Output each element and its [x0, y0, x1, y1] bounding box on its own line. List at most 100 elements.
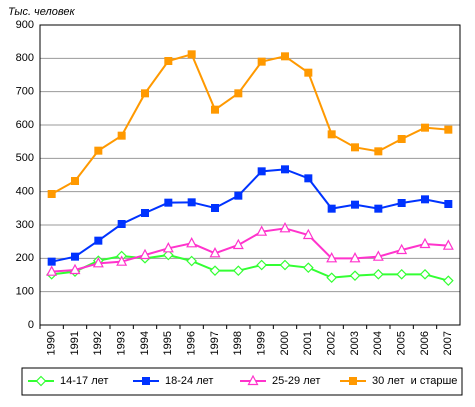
marker — [419, 237, 431, 249]
x-tick-label: 1990 — [46, 331, 58, 355]
marker — [35, 375, 47, 387]
marker — [46, 265, 58, 276]
marker — [372, 268, 384, 280]
marker — [397, 135, 406, 143]
marker — [419, 268, 431, 280]
marker — [442, 275, 454, 287]
marker — [257, 57, 266, 66]
marker — [141, 89, 149, 98]
marker — [234, 191, 243, 200]
y-tick-label: 100 — [16, 286, 34, 298]
marker — [302, 228, 314, 240]
marker — [349, 377, 357, 385]
x-tick-label: 1996 — [186, 331, 198, 355]
legend-label: 25-29 лет — [272, 375, 320, 387]
series-line — [51, 53, 449, 195]
marker — [71, 252, 79, 261]
x-tick-label: 1997 — [209, 331, 221, 355]
marker — [139, 248, 151, 260]
y-tick-label: 0 — [28, 319, 34, 331]
marker — [211, 105, 219, 114]
y-tick-label: 800 — [16, 52, 34, 64]
marker — [372, 250, 384, 261]
marker — [162, 249, 174, 261]
marker — [256, 259, 268, 271]
marker — [421, 123, 429, 132]
marker — [327, 130, 336, 139]
y-tick-label: 900 — [16, 19, 34, 31]
series-line — [51, 227, 449, 273]
marker — [302, 262, 314, 274]
x-tick-label: 2005 — [396, 331, 408, 355]
x-tick-label: 1992 — [92, 331, 104, 355]
marker — [186, 237, 198, 248]
marker — [47, 190, 56, 198]
marker — [142, 377, 150, 385]
marker — [351, 143, 359, 152]
marker — [94, 146, 103, 155]
marker — [351, 200, 359, 209]
marker — [326, 252, 338, 263]
y-tick-label: 200 — [16, 252, 34, 264]
marker — [94, 236, 103, 245]
legend-label: 18-24 лет — [165, 375, 213, 387]
marker — [396, 268, 408, 280]
marker — [69, 263, 81, 275]
marker — [162, 242, 174, 253]
marker — [232, 265, 244, 277]
legend-label: 14-17 лет — [60, 375, 108, 387]
x-tick-label: 1994 — [139, 331, 151, 355]
x-tick-label: 2007 — [442, 331, 454, 355]
x-tick-label: 1998 — [232, 331, 244, 355]
marker — [281, 165, 289, 174]
x-tick-label: 1999 — [256, 331, 268, 355]
x-tick-label: 2003 — [349, 331, 361, 355]
marker — [209, 247, 221, 258]
y-tick-label: 300 — [16, 219, 34, 231]
marker — [257, 167, 266, 176]
marker — [326, 272, 338, 284]
y-tick-label: 600 — [16, 119, 34, 131]
marker — [47, 257, 56, 266]
series-line — [51, 253, 449, 282]
marker — [209, 265, 221, 277]
marker — [349, 252, 361, 263]
marker — [374, 204, 383, 213]
legend-label: 30 лет и старше — [372, 375, 457, 387]
y-tick-label: 400 — [16, 186, 34, 198]
marker — [444, 200, 453, 208]
marker — [374, 147, 383, 156]
marker — [304, 174, 313, 183]
plot-border — [39, 24, 461, 326]
marker — [117, 220, 126, 228]
marker — [232, 238, 244, 250]
marker — [116, 255, 128, 266]
marker — [349, 270, 361, 282]
x-tick-label: 1991 — [69, 331, 81, 355]
y-tick-label: 500 — [16, 152, 34, 164]
x-tick-label: 2006 — [419, 331, 431, 355]
x-tick-label: 1993 — [116, 331, 128, 355]
marker — [187, 50, 196, 59]
marker — [187, 198, 196, 207]
marker — [256, 225, 268, 236]
x-tick-label: 2004 — [372, 331, 384, 355]
marker — [92, 257, 104, 268]
marker — [71, 177, 79, 185]
marker — [164, 198, 173, 207]
x-tick-label: 2002 — [326, 331, 338, 355]
x-tick-label: 1995 — [162, 331, 174, 355]
marker — [164, 57, 173, 65]
marker — [396, 243, 408, 255]
marker — [211, 204, 219, 212]
marker — [141, 209, 149, 217]
x-tick-label: 2001 — [302, 331, 314, 355]
marker — [279, 222, 291, 233]
x-tick-label: 2000 — [279, 331, 291, 355]
marker — [247, 374, 259, 386]
marker — [304, 68, 313, 77]
marker — [327, 204, 336, 213]
marker — [442, 239, 454, 250]
marker — [186, 255, 198, 267]
